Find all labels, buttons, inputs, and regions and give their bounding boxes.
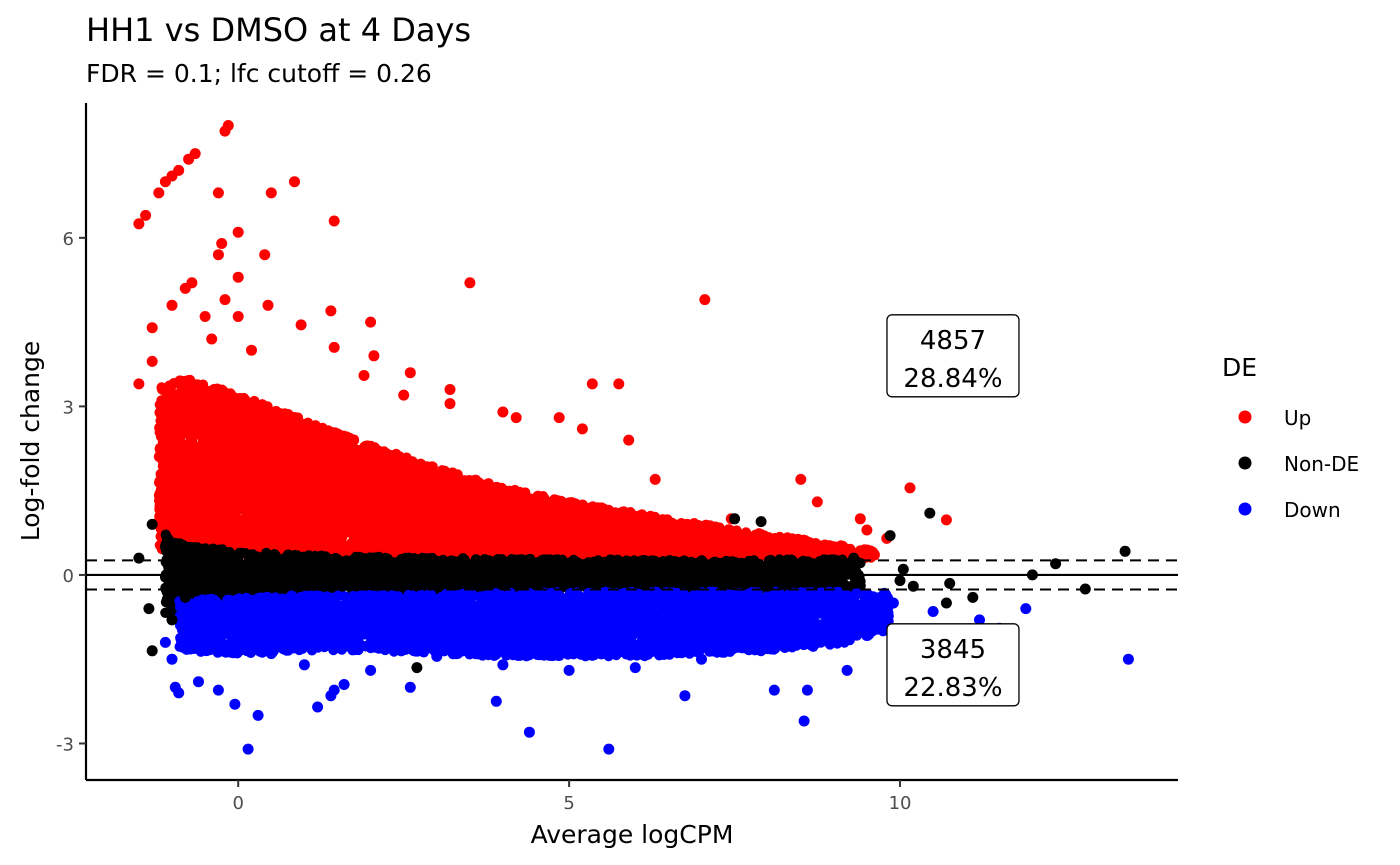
chart-subtitle: FDR = 0.1; lfc cutoff = 0.26	[86, 59, 432, 88]
chart-title: HH1 vs DMSO at 4 Days	[86, 11, 471, 49]
data-point	[348, 434, 360, 445]
